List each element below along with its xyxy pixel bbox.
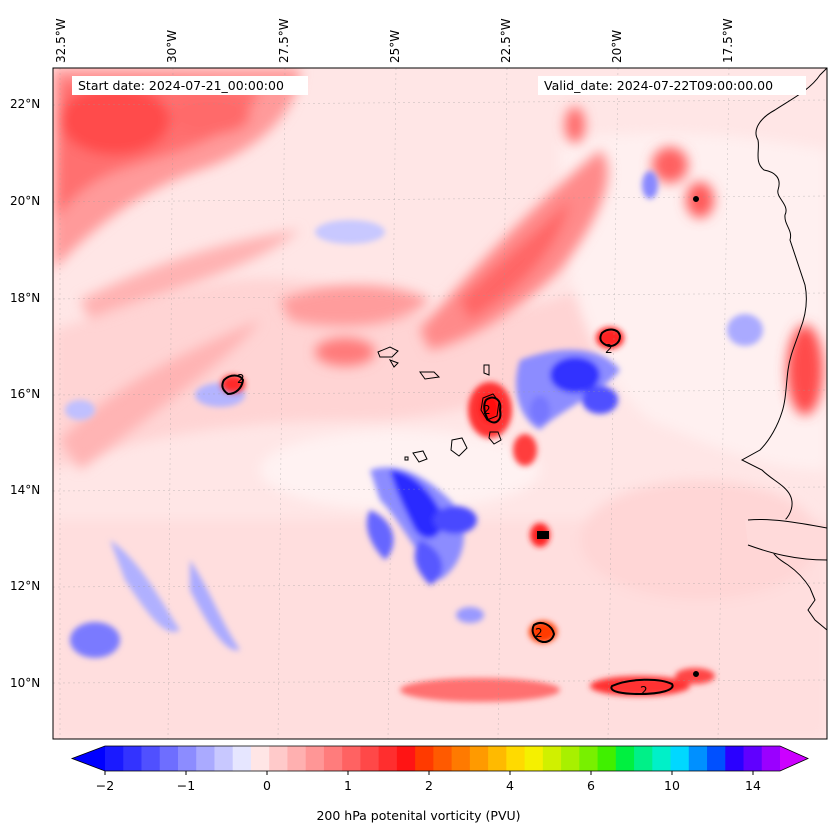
latitude-label: 16°N: [10, 387, 41, 401]
colorbar-tick-label: −1: [176, 778, 196, 793]
colorbar-swatch: [542, 746, 562, 771]
latitude-label: 18°N: [10, 291, 41, 305]
colorbar-swatch: [433, 746, 453, 771]
colorbar-swatch: [159, 746, 179, 771]
map-frame: [52, 67, 828, 740]
latitude-label: 20°N: [10, 194, 41, 208]
colorbar-swatch: [615, 746, 635, 771]
longitude-label: 17.5°W: [721, 18, 735, 63]
start-date-label: Start date: 2024-07-21_00:00:00: [72, 76, 308, 95]
latitude-label: 14°N: [10, 483, 41, 497]
longitude-label: 27.5°W: [277, 18, 291, 63]
longitude-label: 20°W: [610, 29, 624, 63]
colorbar-swatch: [743, 746, 763, 771]
colorbar-swatch: [506, 746, 526, 771]
pv-field-low: [65, 171, 763, 658]
colorbar-swatch: [634, 746, 653, 771]
contour-label: 2: [237, 372, 245, 386]
colorbar-label: 200 hPa potenital vorticity (PVU): [316, 808, 521, 823]
colorbar-swatch: [123, 746, 143, 771]
pv-field-high: [53, 68, 823, 470]
islands: [377, 346, 502, 463]
colorbar-swatch: [488, 746, 507, 771]
colorbar-swatch: [378, 746, 398, 771]
colorbar-swatch: [707, 746, 726, 771]
colorbar-swatch: [451, 746, 471, 771]
colorbar-swatch: [269, 746, 289, 771]
colorbar-swatch: [652, 746, 672, 771]
longitude-label: 30°W: [165, 29, 179, 63]
colorbar-swatch: [725, 746, 745, 771]
longitude-label: 32.5°W: [54, 18, 68, 63]
colorbar-swatch: [250, 746, 270, 771]
longitude-label: 22.5°W: [499, 18, 513, 63]
graticule: [53, 68, 827, 739]
contour-label: 2: [605, 342, 613, 356]
latitude-label: 12°N: [10, 579, 41, 593]
colorbar-swatch: [360, 746, 380, 771]
colorbar-tick-label: 10: [664, 778, 680, 793]
colorbar-swatch: [342, 746, 361, 771]
contour-label: 2: [640, 684, 648, 698]
colorbar-swatch: [105, 746, 124, 771]
colorbar-tick-label: 1: [344, 778, 352, 793]
colorbar-min-extension: [72, 746, 105, 771]
colorbar-swatch: [688, 746, 708, 771]
colorbar-swatch: [287, 746, 307, 771]
colorbar-tick-label: −2: [95, 778, 115, 793]
colorbar-swatch: [415, 746, 434, 771]
pv2-contours: [221, 196, 699, 696]
contour-labels: 2 2 2 2 2: [237, 342, 648, 698]
longitude-label: 25°W: [388, 29, 402, 63]
colorbar-swatch: [232, 746, 252, 771]
colorbar-swatch: [196, 746, 216, 771]
colorbar-swatch: [214, 746, 234, 771]
latitude-label: 22°N: [10, 97, 41, 111]
colorbar: [70, 745, 809, 775]
valid-date-label: Valid_date: 2024-07-22T09:00:00.00: [538, 76, 806, 95]
colorbar-swatch: [524, 746, 544, 771]
colorbar-swatch: [177, 746, 197, 771]
colorbar-swatch: [670, 746, 690, 771]
colorbar-swatch: [141, 746, 161, 771]
colorbar-swatch: [305, 746, 325, 771]
contour-label: 2: [483, 403, 491, 417]
latitude-label: 10°N: [10, 676, 41, 690]
colorbar-swatch: [561, 746, 580, 771]
colorbar-swatch: [469, 746, 489, 771]
colorbar-tick-label: 14: [745, 778, 761, 793]
pv-field: [53, 68, 827, 739]
colorbar-max-extension: [780, 746, 808, 771]
colorbar-tick-label: 0: [263, 778, 271, 793]
colorbar-tick-label: 2: [425, 778, 433, 793]
colorbar-swatch: [396, 746, 416, 771]
colorbar-swatch: [761, 746, 781, 771]
colorbar-swatch: [579, 746, 599, 771]
contour-label: 2: [535, 626, 543, 640]
colorbar-tick-label: 6: [587, 778, 595, 793]
colorbar-swatch: [597, 746, 617, 771]
colorbar-tick-label: 4: [506, 778, 514, 793]
colorbar-swatch: [323, 746, 343, 771]
